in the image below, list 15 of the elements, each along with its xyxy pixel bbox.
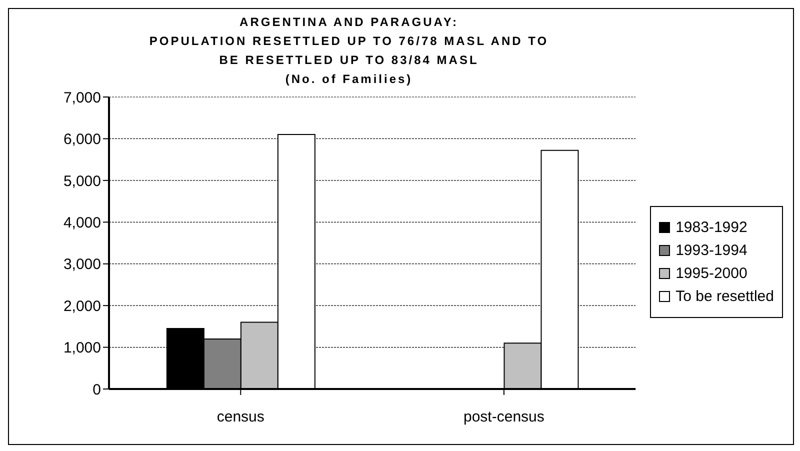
y-tick-label: 6,000 (63, 131, 101, 148)
x-tick-label: census (216, 408, 264, 426)
y-tick-label: 7,000 (63, 89, 101, 106)
y-tick-label: 0 (92, 381, 101, 398)
y-tick-label: 3,000 (63, 256, 101, 274)
legend-label: To be resettled (676, 288, 774, 304)
legend-label: 1995-2000 (676, 264, 748, 282)
chart-title: ARGENTINA AND PARAGUAY: POPULATION RESETTLED UP TO 76/78 MASL AND TO BE RESETTLED UP TO 83/84 MASL (No. of Families) (148, 14, 550, 88)
y-tick-label: 5,000 (63, 172, 101, 190)
y-tick-label: 2,000 (63, 298, 101, 315)
legend-label: 1983-1992 (676, 218, 748, 236)
y-tick-label: 1,000 (63, 340, 101, 357)
legend-label: 1993-1994 (676, 242, 748, 258)
y-tick-label: 4,000 (63, 214, 101, 232)
x-tick-label: post-census (464, 408, 544, 426)
